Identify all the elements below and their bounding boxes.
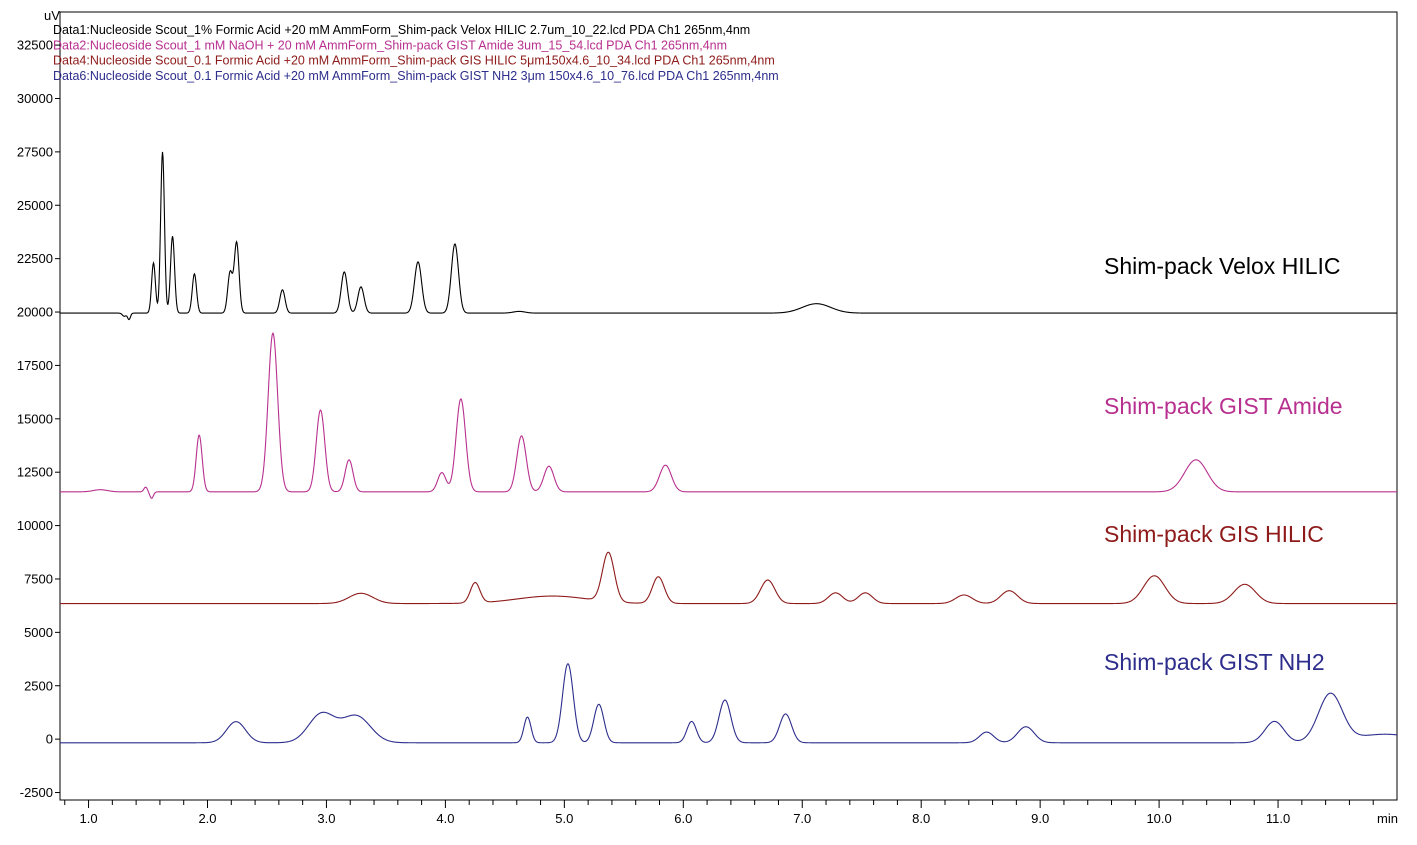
trace-gis-hilic	[60, 551, 1397, 605]
y-tick-label: 12500	[17, 465, 53, 480]
x-tick-label: 5.0	[555, 811, 573, 826]
x-axis-unit: min	[1377, 811, 1398, 826]
y-tick-label: 2500	[24, 678, 53, 693]
y-tick-label: 0	[46, 732, 53, 747]
trace-label: Shim-pack Velox HILIC	[1104, 253, 1340, 279]
legend-entry: Data4:Nucleoside Scout_0.1 Formic Acid +…	[53, 54, 775, 68]
plot-frame	[59, 11, 1398, 801]
x-tick-label: 6.0	[674, 811, 692, 826]
x-tick-label: 3.0	[317, 811, 335, 826]
y-tick-label: 15000	[17, 411, 53, 426]
trace-label: Shim-pack GIS HILIC	[1104, 521, 1324, 547]
y-tick-label: 30000	[17, 91, 53, 106]
y-tick-label: 17500	[17, 358, 53, 373]
trace-velox-hilic	[60, 151, 1397, 321]
y-tick-label: 7500	[24, 571, 53, 586]
y-axis-unit: uV	[44, 8, 60, 23]
trace-gist-nh2	[60, 663, 1398, 744]
x-tick-label: 7.0	[793, 811, 811, 826]
y-tick-label: 5000	[24, 625, 53, 640]
x-tick-label: 1.0	[80, 811, 98, 826]
y-tick-label: 10000	[17, 518, 53, 533]
legend-entry: Data1:Nucleoside Scout_1% Formic Acid +2…	[53, 23, 750, 37]
x-tick-label: 10.0	[1146, 811, 1171, 826]
x-tick-label: 8.0	[912, 811, 930, 826]
trace-label: Shim-pack GIST NH2	[1104, 649, 1325, 675]
legend-entry: Data6:Nucleoside Scout_0.1 Formic Acid +…	[53, 69, 779, 83]
x-tick-label: 2.0	[198, 811, 216, 826]
x-tick-label: 4.0	[436, 811, 454, 826]
y-tick-label: 27500	[17, 144, 53, 159]
trace-gist-amide	[60, 332, 1397, 499]
y-tick-label: 25000	[17, 198, 53, 213]
y-tick-label: 22500	[17, 251, 53, 266]
x-tick-label: 11.0	[1266, 811, 1290, 826]
y-tick-label: 20000	[17, 305, 53, 320]
trace-label: Shim-pack GIST Amide	[1104, 393, 1343, 419]
x-tick-label: 9.0	[1031, 811, 1049, 826]
y-tick-label: 32500	[17, 38, 53, 53]
y-tick-label: -2500	[20, 785, 53, 800]
legend-entry: Data2:Nucleoside Scout_1 mM NaOH + 20 mM…	[53, 38, 727, 52]
